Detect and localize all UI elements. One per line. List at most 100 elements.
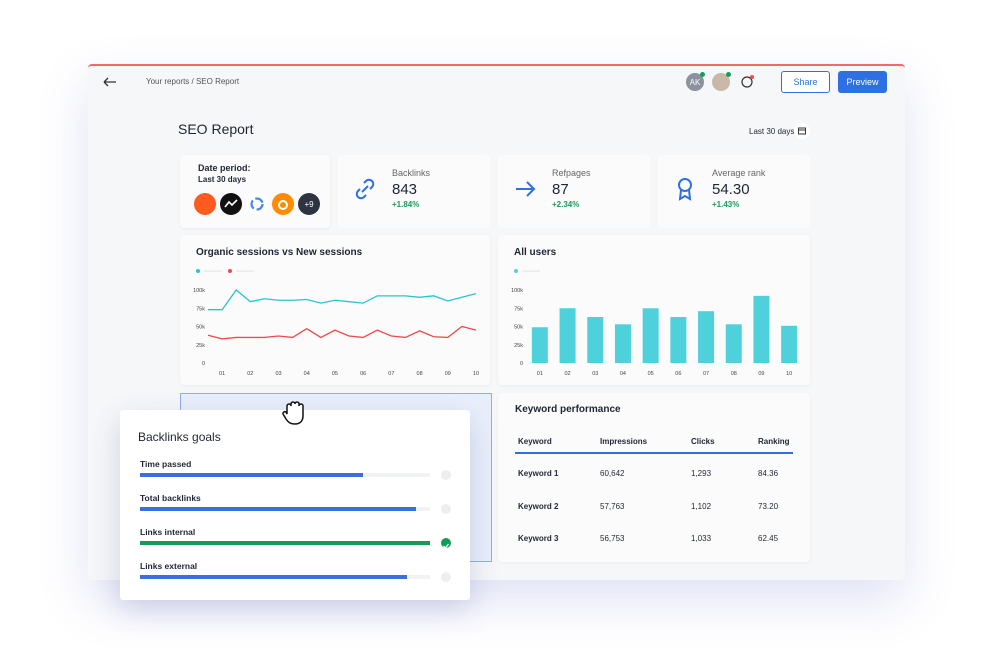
- x-tick-label: 06: [360, 371, 366, 377]
- goal-bar: [140, 473, 364, 477]
- goals-card[interactable]: [120, 410, 470, 600]
- table-header: Impressions: [600, 437, 648, 446]
- table-cell: 60,642: [600, 469, 625, 478]
- bar: [781, 325, 798, 363]
- table-cell: 56,753: [600, 534, 625, 543]
- table-cell: 1,293: [691, 469, 712, 478]
- y-tick-label: 50k: [196, 325, 205, 331]
- table-header: Keyword: [518, 437, 552, 446]
- line-chart: Organic sessions vs New sessions 0 25k 50k 7…: [193, 247, 479, 377]
- x-tick-label: 01: [219, 371, 225, 377]
- table-cell: 62.45: [758, 534, 779, 543]
- kpi-change: +2.34%: [552, 200, 580, 209]
- x-tick-label: 10: [786, 371, 792, 377]
- goal-name: Links internal: [140, 527, 196, 537]
- chart-card: [180, 235, 490, 385]
- legend-line: [236, 270, 254, 272]
- line-series: [208, 289, 477, 311]
- table-cell: 84.36: [758, 469, 779, 478]
- more-sources[interactable]: +9: [298, 193, 320, 215]
- bar: [753, 295, 770, 363]
- y-tick-label: 25k: [196, 343, 205, 349]
- table-cell: Keyword 3: [518, 534, 559, 543]
- semrush-logo: [194, 193, 216, 215]
- y-tick-label: 0: [202, 361, 205, 367]
- x-tick-label: 01: [537, 371, 543, 377]
- ahrefs-logo: [272, 193, 294, 215]
- share-button[interactable]: Share: [781, 71, 830, 93]
- kpi-change: +1.43%: [712, 200, 740, 209]
- y-tick-label: 100k: [193, 288, 205, 294]
- keyword-title: Keyword performance: [515, 404, 621, 415]
- preview-button[interactable]: Preview: [838, 71, 887, 93]
- status-dot: [700, 72, 705, 77]
- x-tick-label: 09: [445, 371, 451, 377]
- x-tick-label: 05: [648, 371, 654, 377]
- bar: [614, 324, 631, 363]
- table-cell: 73.20: [758, 501, 779, 511]
- chart-title: Organic sessions vs New sessions: [196, 247, 363, 258]
- kpi-name: Backlinks: [392, 168, 431, 178]
- report-title: SEO Report: [178, 121, 254, 137]
- date-range[interactable]: Last 30 days: [749, 127, 795, 136]
- legend-dot: [196, 269, 200, 273]
- goal-dot: [441, 504, 451, 514]
- goal-dot: [441, 470, 451, 480]
- table-header-line: [515, 452, 793, 454]
- back-arrow[interactable]: [103, 76, 117, 88]
- kpi-card: [498, 155, 650, 228]
- chart-title: All users: [514, 247, 557, 258]
- x-tick-label: 10: [473, 371, 479, 377]
- line-series: [207, 325, 477, 340]
- breadcrumb[interactable]: Your reports / SEO Report: [146, 77, 240, 86]
- calendar-icon[interactable]: [794, 123, 810, 139]
- bar: [642, 308, 659, 363]
- x-tick-label: 03: [275, 371, 281, 377]
- goal-bar: [140, 507, 416, 511]
- kpi-value: 87: [552, 181, 569, 198]
- kpi-icon: [352, 176, 378, 202]
- x-tick-label: 02: [564, 371, 570, 377]
- goal-name: Time passed: [140, 459, 192, 469]
- x-tick-label: 04: [304, 371, 310, 377]
- legend-dot: [228, 269, 232, 273]
- hand-cursor: [282, 401, 304, 425]
- avatar-photo[interactable]: [712, 73, 730, 91]
- table-cell: 1,033: [691, 534, 712, 543]
- kpi-icon: [672, 176, 698, 202]
- kpi-value: 843: [392, 181, 418, 198]
- goal-bar: [140, 575, 407, 579]
- x-tick-label: 07: [703, 371, 709, 377]
- keyword-card: [498, 393, 810, 562]
- goal-name: Links external: [140, 561, 198, 571]
- y-tick-label: 75k: [514, 306, 523, 312]
- goal-dot: [441, 572, 451, 582]
- x-tick-label: 06: [675, 371, 681, 377]
- kpi-value: 54.30: [712, 181, 750, 198]
- goal-name: Total backlinks: [140, 493, 201, 503]
- goal-bar: [140, 541, 430, 545]
- bar: [698, 311, 715, 363]
- legend-line: [522, 270, 540, 272]
- bar: [725, 324, 742, 363]
- x-tick-label: 07: [388, 371, 394, 377]
- bar: [531, 327, 548, 363]
- y-tick-label: 0: [520, 361, 523, 367]
- legend-dot: [514, 269, 518, 273]
- x-tick-label: 03: [592, 371, 598, 377]
- x-tick-label: 05: [332, 371, 338, 377]
- kpi-name: Average rank: [712, 168, 766, 178]
- bar: [587, 317, 604, 363]
- comments-icon[interactable]: [740, 75, 754, 89]
- y-tick-label: 25k: [514, 343, 523, 349]
- table-header: Clicks: [691, 437, 715, 446]
- status-dot: [726, 72, 731, 77]
- date-period-label: Date period:: [198, 163, 251, 173]
- bar: [670, 317, 687, 363]
- y-tick-label: 50k: [514, 325, 523, 331]
- table-cell: Keyword 1: [518, 469, 559, 478]
- bar-chart: All users 0 25k 50k 75k 100k 01 02 03 04 05 06 07 08 0…: [511, 247, 798, 377]
- avatar[interactable]: AK: [686, 73, 704, 91]
- goal-check: [441, 538, 451, 549]
